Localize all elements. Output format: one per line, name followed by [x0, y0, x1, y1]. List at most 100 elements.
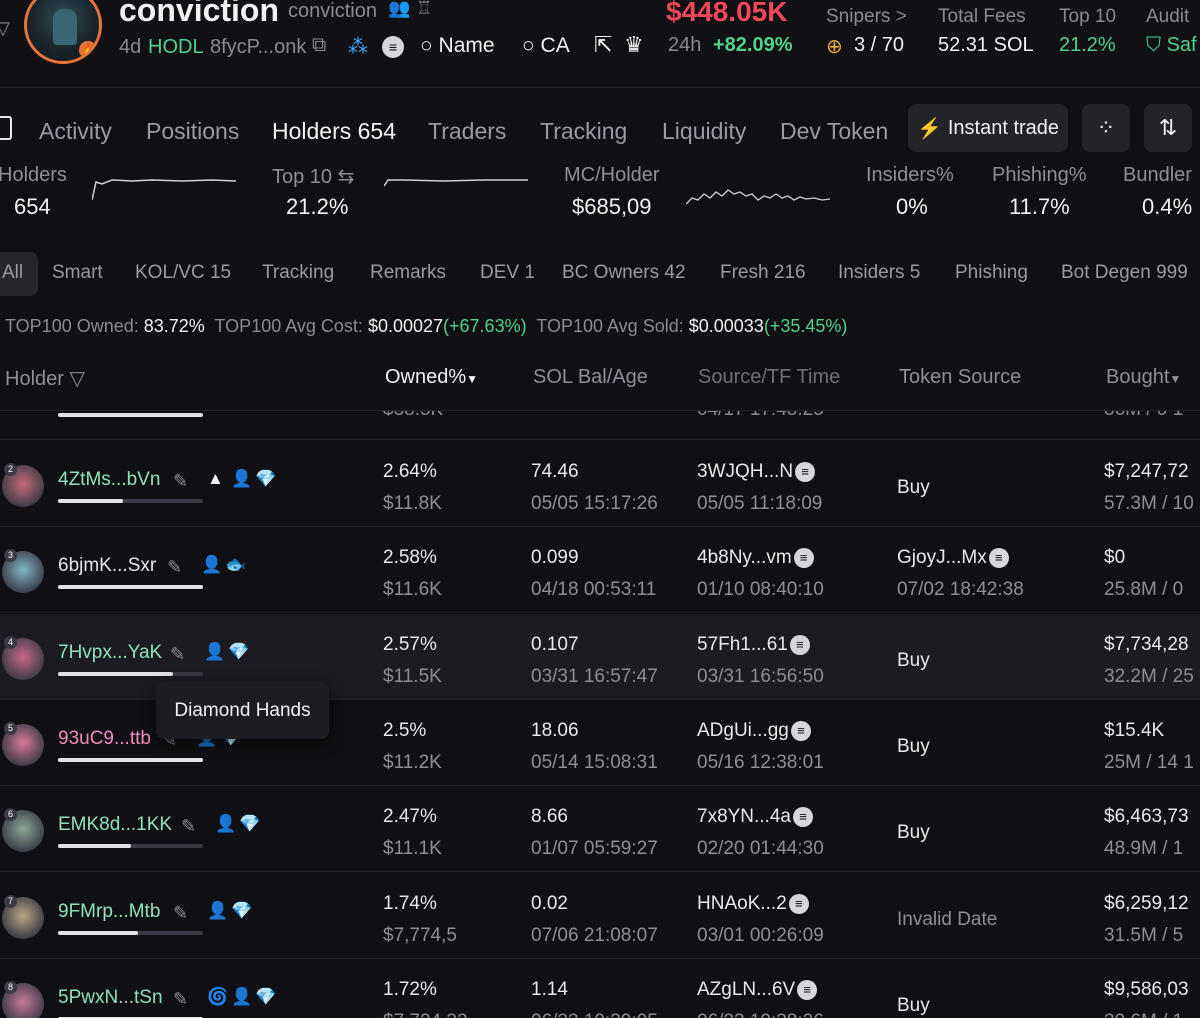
tab-positions[interactable]: Positions [146, 118, 240, 144]
funding-source[interactable]: ADgUi...gg ≡ [697, 720, 811, 742]
filter-all[interactable]: All [2, 262, 24, 283]
diamond-icon[interactable]: 💎 [228, 641, 250, 661]
share-icon[interactable]: ⇱ [594, 32, 613, 57]
table-row[interactable]: 8 5PwxN...tSn ✎ 🌀👤💎 1.72% $7,724,33 1.14 06/23 … [0, 959, 1200, 1018]
funding-source[interactable]: AZgLN...6V ≡ [697, 978, 818, 1001]
table-row[interactable]: 6 EMK8d...1KK ✎ 👤 💎 2.47% $11.1K 8.66 01/07 05:5… [0, 786, 1200, 873]
holding-bar [58, 585, 203, 590]
funding-source[interactable]: 3WJQH...N ≡ [697, 461, 816, 483]
bought-usd: $7,247,72 [1104, 461, 1189, 482]
table-row-partial[interactable]: $38.5K -- 04/17 17:48:25 86M / 0 1 [0, 411, 1200, 440]
wallet-address[interactable]: 93uC9...ttb [58, 727, 151, 749]
snipers-label[interactable]: Snipers > [826, 6, 907, 27]
instant-trade-button[interactable]: ⚡ Instant trade [908, 104, 1068, 152]
funding-source[interactable]: HNAoK...2 ≡ [697, 893, 809, 915]
diamond-icon[interactable]: 💎 [239, 814, 261, 834]
sort-down-icon: ▼ [466, 372, 479, 386]
edit-icon[interactable]: ✎ [167, 557, 183, 578]
swirl-icon[interactable]: 🌀 [207, 986, 229, 1006]
filter-bot-degen[interactable]: Bot Degen 999 [1061, 262, 1188, 283]
mc-holder-label: MC/Holder [564, 164, 660, 186]
tab-traders[interactable]: Traders [428, 118, 507, 144]
table-row[interactable]: 7 9FMrp...Mtb ✎ 👤 💎 1.74% $7,774,5 0.02 07/06 21… [0, 873, 1200, 959]
top100-summary: TOP100 Owned: 83.72% TOP100 Avg Cost: $0… [5, 316, 847, 337]
user-icon[interactable]: 👤 [204, 641, 226, 661]
wallet-address[interactable]: 7Hvpx...YaK [58, 641, 163, 663]
col-bought[interactable]: Bought▼ [1106, 366, 1181, 389]
wallet-address[interactable]: EMK8d...1KK [58, 814, 173, 836]
funding-source-address: HNAoK...2 [697, 892, 787, 914]
audit-label[interactable]: Audit [1146, 6, 1190, 27]
bubble-map-button[interactable]: ⁘ [1082, 104, 1130, 152]
filter-fresh[interactable]: Fresh 216 [720, 262, 806, 283]
tab-liquidity[interactable]: Liquidity [662, 118, 747, 144]
tab-activity[interactable]: Activity [39, 118, 112, 144]
sort-settings-button[interactable]: ⇅ [1144, 104, 1192, 152]
rank-badge: 8 [4, 980, 17, 994]
edit-icon[interactable]: ✎ [173, 471, 189, 491]
fish-icon[interactable]: 🐟 [225, 555, 247, 575]
swap-icon[interactable]: ⇆ [337, 166, 355, 188]
user-icon[interactable]: 👤 [231, 469, 253, 488]
owned-usd: $7,774,5 [383, 924, 457, 946]
tab-tracking[interactable]: Tracking [540, 118, 628, 144]
wallet-address[interactable]: 6bjmK...Sxr [58, 555, 157, 577]
diamond-icon[interactable]: 💎 [231, 900, 253, 920]
user-icon[interactable]: 👤 [215, 814, 237, 834]
sort-icon: ⇅ [1158, 115, 1178, 140]
funding-source[interactable]: 7x8YN...4a ≡ [697, 806, 813, 828]
tab-dev-token[interactable]: Dev Token [780, 118, 889, 144]
solana-icon[interactable]: ≡ [382, 36, 404, 58]
filter-insiders[interactable]: Insiders 5 [838, 262, 921, 283]
contract-address[interactable]: 8fycP...onk [210, 36, 307, 58]
filter-smart[interactable]: Smart [52, 262, 103, 283]
col-token-source[interactable]: Token Source [899, 366, 1022, 388]
user-icon[interactable]: 👤 [207, 900, 229, 920]
filter-tracking[interactable]: Tracking [262, 262, 335, 283]
user-icon[interactable]: 👤 [231, 986, 253, 1006]
mc-holder-sparkline [686, 189, 830, 205]
user-icon[interactable]: 👤 [201, 555, 223, 575]
wallet-address[interactable]: 4ZtMs...bVn [58, 469, 161, 490]
col-holder[interactable]: Holder ▽ [5, 366, 85, 391]
edit-icon[interactable]: ✎ [173, 988, 189, 1009]
crown-icon[interactable]: ♛ [624, 32, 644, 57]
funding-time: 03/31 16:56:50 [697, 665, 824, 687]
filter-dev[interactable]: DEV 1 [480, 262, 535, 283]
diamond-icon[interactable]: 💎 [255, 469, 277, 488]
table-row[interactable]: 3 6bjmK...Sxr ✎ 👤 🐟 2.58% $11.6K 0.099 04/18 00:… [0, 527, 1200, 614]
diamond-icon[interactable]: 💎 [255, 986, 277, 1006]
filter-bc-owners[interactable]: BC Owners 42 [562, 262, 686, 283]
wallet-address[interactable]: 5PwxN...tSn [58, 986, 163, 1008]
grid-icon[interactable]: ⁂ [348, 36, 368, 58]
edit-icon[interactable]: ✎ [173, 902, 189, 923]
token-source[interactable]: GjoyJ...Mx ≡ [897, 547, 1009, 569]
search-name-button[interactable]: ○ Name [420, 34, 495, 58]
token-avatar: 🔥 [24, 0, 102, 64]
filter-kol-vc[interactable]: KOL/VC 15 [135, 262, 232, 283]
col-source[interactable]: Source/TF Time [698, 366, 841, 388]
col-owned-label: Owned% [385, 366, 467, 388]
funding-source[interactable]: 4b8Ny...vm ≡ [697, 547, 814, 569]
funnel-icon[interactable]: ▽ [0, 18, 10, 38]
funding-source-address: AZgLN...6V [697, 978, 796, 1000]
table-row[interactable]: 2 4ZtMs...bVn ✎ ▲ 👤 💎 2.64% $11.8K 74.46 05/05 15… [0, 441, 1200, 527]
copy-icon[interactable]: ⧉ [312, 34, 327, 56]
sol-balance: 0.099 [531, 547, 579, 569]
pyramid-icon[interactable]: ▲ [207, 469, 224, 488]
wallet-address[interactable]: 9FMrp...Mtb [58, 900, 161, 922]
filter-icon[interactable]: ▽ [69, 368, 85, 390]
col-owned[interactable]: Owned%▼ [385, 366, 478, 389]
edit-icon[interactable]: ✎ [170, 643, 186, 664]
panel-toggle-icon[interactable] [0, 116, 12, 140]
tab-holders[interactable]: Holders 654 [272, 118, 397, 144]
top10-stat-text: Top 10 [272, 166, 333, 188]
search-ca-button[interactable]: ○ CA [522, 34, 570, 58]
col-sol-bal[interactable]: SOL Bal/Age [533, 366, 648, 388]
funding-source[interactable]: 57Fh1...61 ≡ [697, 634, 810, 656]
filter-phishing[interactable]: Phishing [955, 262, 1028, 283]
edit-icon[interactable]: ✎ [181, 816, 197, 837]
bundler-value: 0.4% [1142, 194, 1193, 219]
filter-remarks[interactable]: Remarks [370, 262, 447, 283]
